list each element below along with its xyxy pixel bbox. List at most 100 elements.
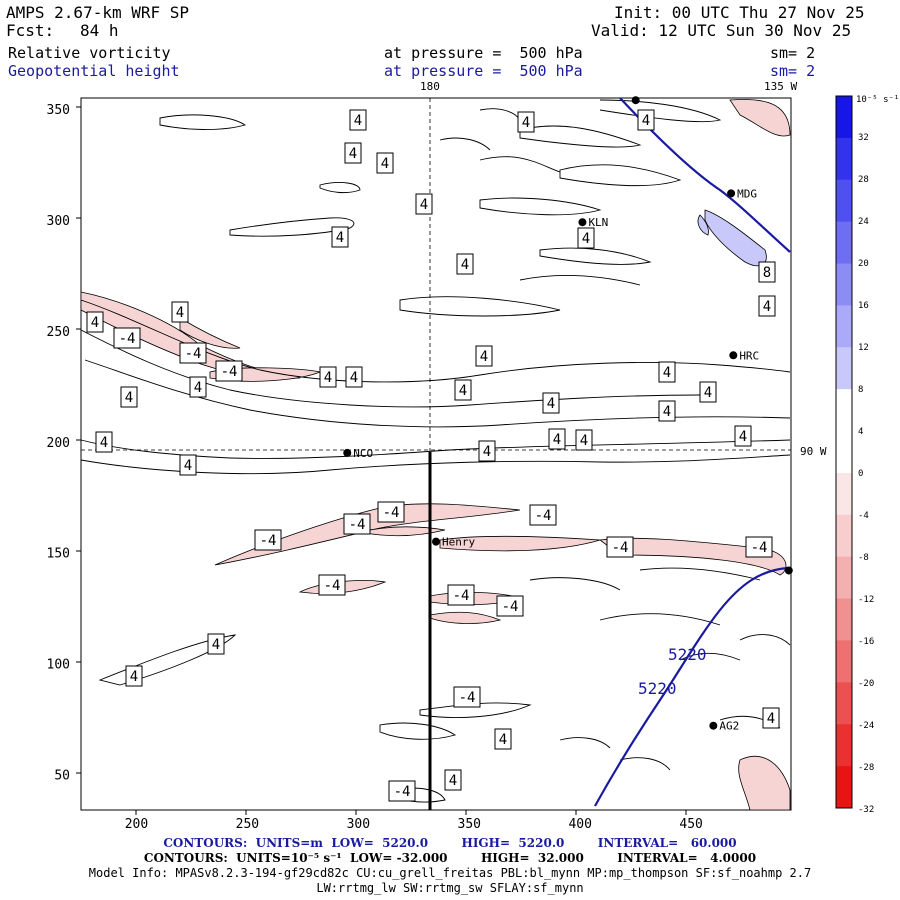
contour-label-box [637,109,655,131]
contour-label: -4 [502,599,519,615]
contour-label: 4 [483,444,491,460]
contour-label-box [179,342,207,364]
colorbar-swatch [836,389,852,432]
contour-label: -4 [612,540,629,556]
contour-label: 4 [580,433,588,449]
contour-label-box [349,109,367,131]
colorbar-unit: 10⁻⁵ s⁻¹ [856,95,899,105]
contour-label: 4 [354,113,362,129]
colorbar-swatch [836,221,852,265]
contour-label-box [319,366,337,388]
contour-label-box [577,227,595,249]
contour-label-box [517,111,535,133]
y-tick-label: 150 [47,547,70,562]
lon-label-90w: 90 W [800,445,827,458]
footer-vorticity-contours: CONTOURS: UNITS=10⁻⁵ s⁻¹ LOW= -32.000 HI… [143,851,757,865]
y-tick-label: 200 [47,436,70,451]
contour-label-box [447,584,475,606]
contour-label-box [745,536,773,558]
footer-model-info: Model Info: MPASv8.2.3-194-gf29cd82c CU:… [88,866,812,880]
station-marker [729,351,738,360]
init-time: Init: 00 UTC Thu 27 Nov 25 [614,3,865,22]
contour-label-box [529,504,557,526]
colorbar-tick-label: -20 [858,679,874,689]
contour-label-box [758,295,776,317]
y-tick-label: 300 [47,214,70,229]
contour-label: -4 [119,331,136,347]
y-tick-label: 100 [47,658,70,673]
contour-label-layer: 4 4 4 4 4 4 4 4 4 4 4 4 4 4 4 4 4 4 4 4 4 4 4 4 4 4 4 4 4 4 4 4 4 -4 -4 -4 -… [86,109,780,802]
contour-label: 4 [449,773,457,789]
lon-label-180: 180 [420,80,440,93]
station-label: Henry [442,536,475,549]
colorbar-tick-label: -16 [858,637,874,647]
colorbar-tick-label: -4 [858,511,869,521]
contour-label-box [179,454,197,476]
contour-label: 4 [194,380,202,396]
colorbar-tick-label: -8 [858,553,869,563]
contour-label-box [113,327,141,349]
plot-frame [80,97,792,811]
field2-level: at pressure = 500 hPa [384,62,583,80]
contour-label: 8 [763,265,771,281]
y-tick-label: 50 [54,769,70,784]
colorbar-tick-label: -12 [858,595,874,605]
contour-label: 4 [91,315,99,331]
contour-label: 4 [547,396,555,412]
contour-label: 4 [324,370,332,386]
contour-label-box [125,665,143,687]
station-marker [709,721,718,730]
contour-label-box [331,226,349,248]
contour-label-box [344,142,362,164]
valid-time: Valid: 12 UTC Sun 30 Nov 25 [591,21,852,40]
contour-label-box [758,261,776,283]
contour-label: 4 [499,732,507,748]
x-tick-label: 450 [679,817,702,832]
contour-label-box [496,595,524,617]
contour-label-box [215,360,243,382]
contour-label: 4 [184,458,192,474]
contour-label-box [454,379,472,401]
colorbar-frame [835,95,853,809]
contour-label: 4 [176,305,184,321]
contour-label: -4 [535,508,552,524]
contour-label-box [699,381,717,403]
colorbar-tick-label: 4 [858,427,863,437]
station-label: HRC [739,349,759,362]
reference-lines [81,98,791,455]
colorbar-swatch [836,682,852,725]
station-marker [784,566,793,575]
field1-level: at pressure = 500 hPa [384,44,583,62]
x-tick-label: 300 [347,817,370,832]
contour-label: 4 [212,637,220,653]
colorbar-swatch [836,305,852,348]
colorbar-swatch [836,766,852,809]
contour-label: 4 [130,669,138,685]
colorbar-tick-label: -28 [858,763,874,773]
contour-label-box [658,400,676,422]
axis-labels: 200 250 300 350 400 450 350 300 250 200 150 100 50 [47,103,703,832]
contour-label-box [575,429,593,451]
colorbar-swatch [836,640,852,683]
contour-label: 4 [663,365,671,381]
contour-label-box [318,574,346,596]
contour-label: 4 [767,711,775,727]
x-tick-label: 250 [236,817,259,832]
colorbar-swatch [836,598,852,641]
contour-label: 4 [125,390,133,406]
contour-label-box [478,440,496,462]
contour-label-box [542,392,560,414]
contour-label-box [376,152,394,174]
colorbar: 32 28 24 20 16 12 8 4 0 -4 -8 -12 -16 -20 -24 -28 -32 [835,95,874,815]
colorbar-swatch [836,263,852,306]
contour-label-box [207,633,225,655]
field2-name: Geopotential height [8,62,180,80]
contour-label: 4 [480,349,488,365]
height-label: 5220 [638,679,677,698]
station-label: AG2 [719,720,739,733]
contour-label-box [189,376,207,398]
contour-label-box [494,728,512,750]
contour-label: -4 [751,540,768,556]
contour-label: -4 [453,588,470,604]
contour-label-box [120,386,138,408]
